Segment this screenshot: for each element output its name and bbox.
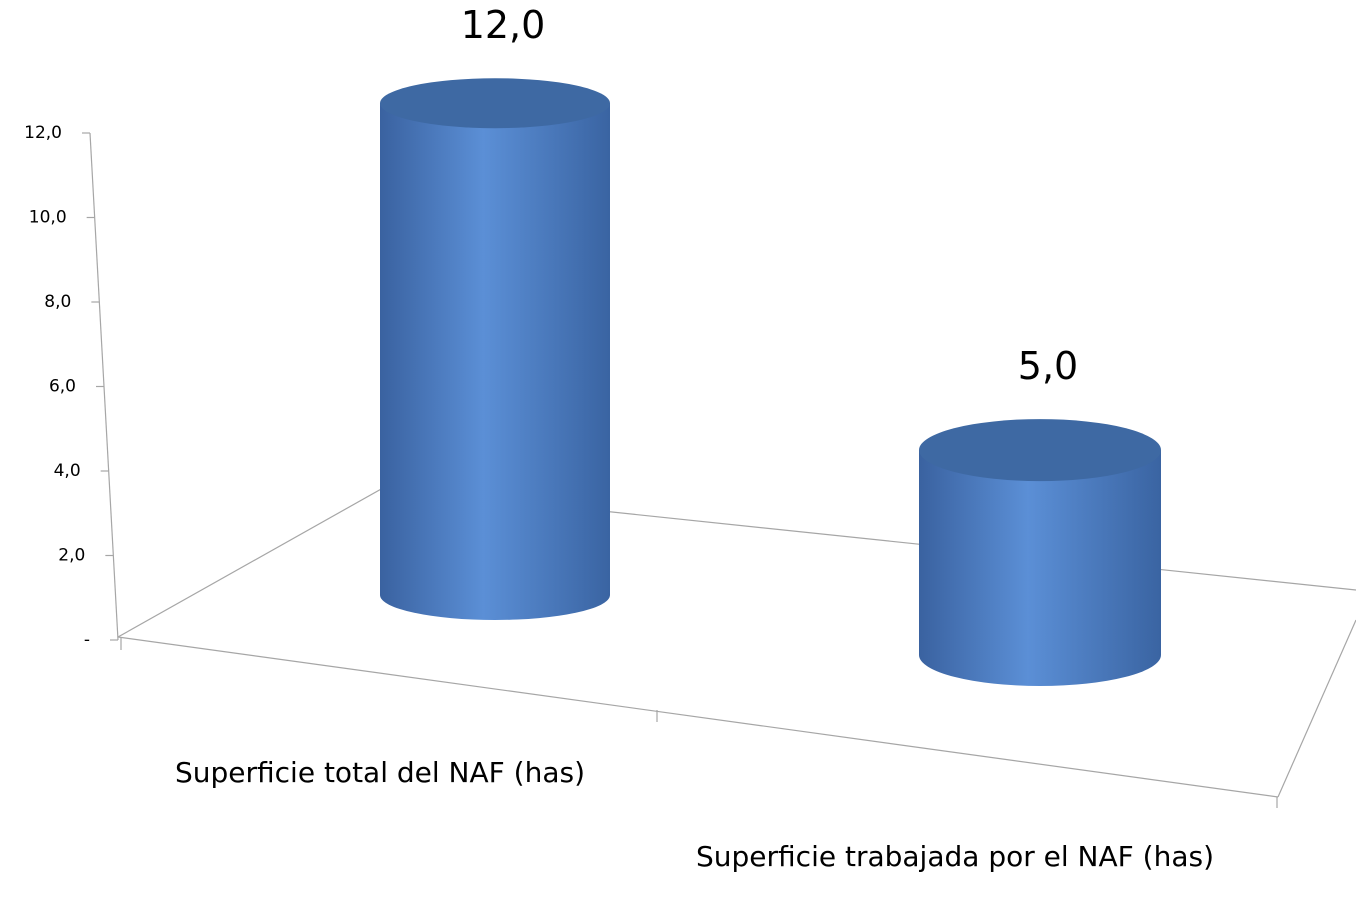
- y-tick-label: 12,0: [24, 123, 62, 143]
- y-tick-label: 8,0: [44, 292, 71, 312]
- x-tick-label: Superficie total del NAF (has): [174, 756, 586, 789]
- cylinder-body: [380, 103, 610, 620]
- bar: [380, 78, 610, 620]
- cylinder-body: [919, 450, 1161, 686]
- value-label: 5,0: [1018, 344, 1078, 388]
- x-tick-label: Superficie trabajada por el NAF (has): [696, 840, 1214, 873]
- y-tick-label: 6,0: [49, 377, 76, 397]
- value-label: 12,0: [461, 3, 546, 47]
- y-tick-label: 2,0: [58, 546, 85, 566]
- y-tick-label: 4,0: [54, 461, 81, 481]
- y-tick-label: 10,0: [29, 208, 67, 228]
- y-tick-label: -: [84, 630, 90, 650]
- cylinder-top: [380, 78, 610, 129]
- cylinder-top: [919, 419, 1161, 482]
- bar: [919, 419, 1161, 686]
